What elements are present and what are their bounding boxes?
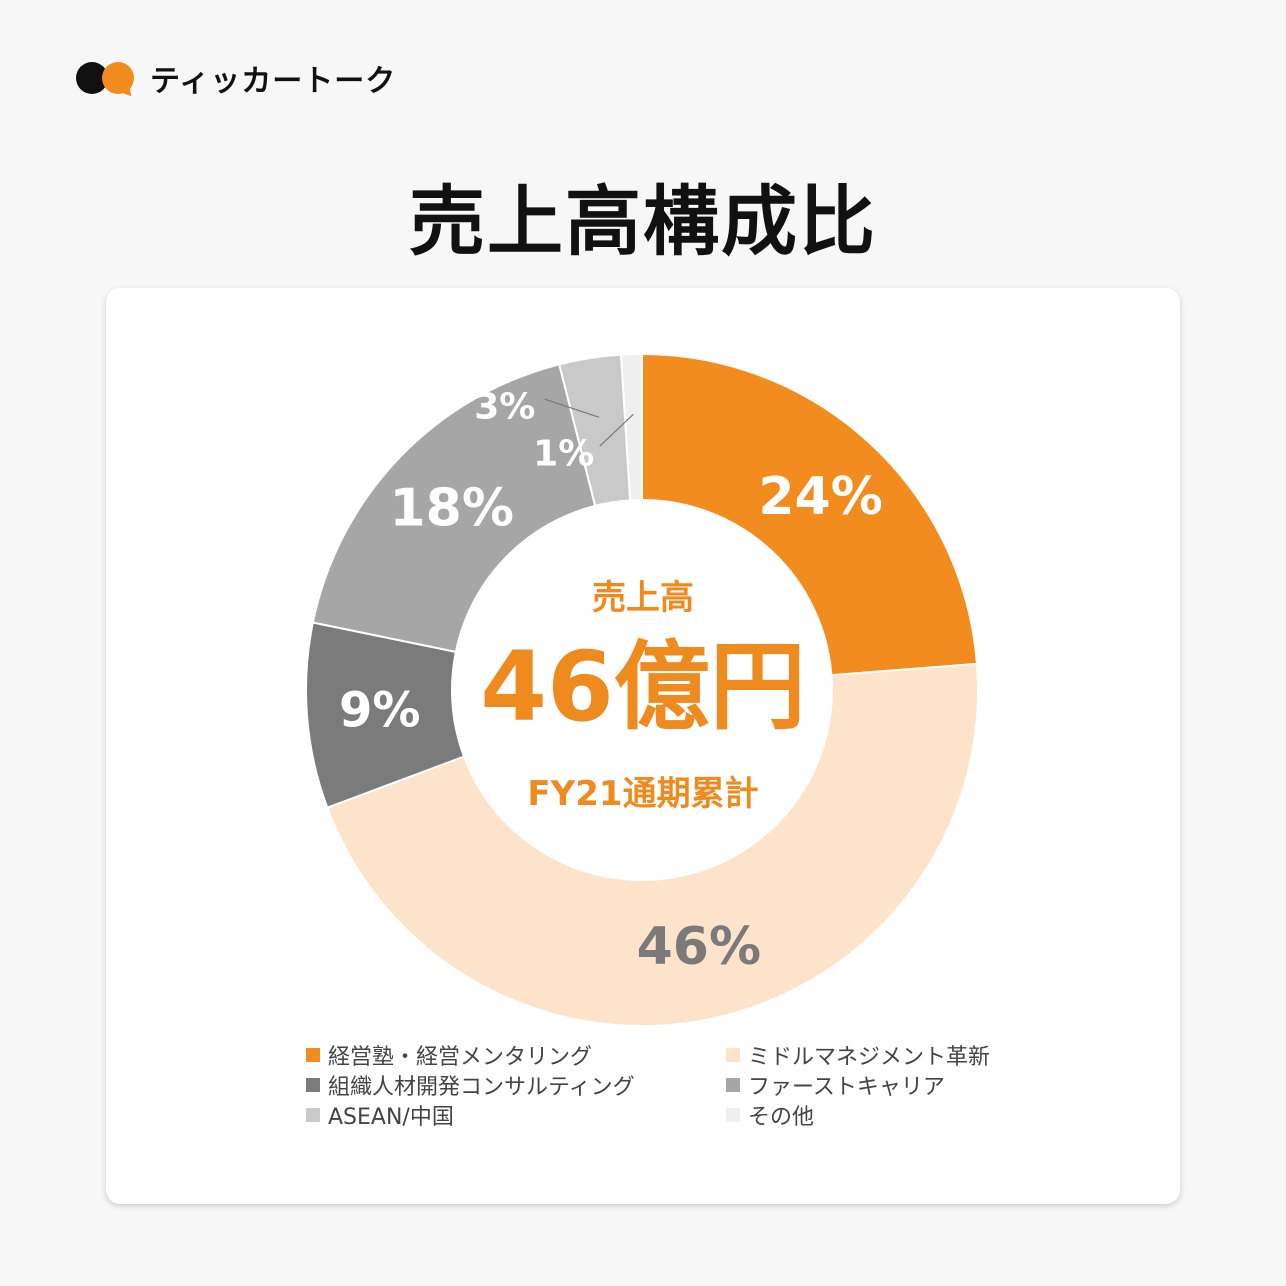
legend-label: その他 — [748, 1105, 815, 1130]
page-title: 売上高構成比 — [409, 177, 877, 266]
legend-swatch — [306, 1108, 320, 1122]
slice-label: 3% — [474, 387, 535, 428]
center-value: 46億円 — [480, 631, 806, 743]
legend-item: ミドルマネジメント革新 — [726, 1042, 1026, 1070]
legend-swatch — [726, 1108, 740, 1122]
slice-label: 18% — [390, 478, 514, 538]
donut-slice — [311, 363, 597, 654]
center-caption: 売上高 — [592, 578, 694, 618]
donut-slice — [620, 352, 643, 502]
legend-label: ASEAN/中国 — [328, 1105, 454, 1130]
legend-item: 組織人材開発コンサルティング — [306, 1072, 726, 1100]
chart-card: 24% 46% 9% 18% 3% 1% 売上高 46億円 FY21通期累計 経営塾・経営… — [106, 288, 1180, 1204]
leader-line — [544, 398, 600, 418]
brand-logo-icon — [76, 58, 137, 101]
donut-slice — [641, 352, 979, 677]
donut-slice — [325, 662, 979, 1027]
center-subcaption: FY21通期累計 — [527, 774, 759, 814]
legend-label: ファーストキャリア — [748, 1075, 945, 1100]
slice-label: 1% — [533, 434, 594, 475]
slice-label: 46% — [637, 917, 761, 977]
legend-item: ファーストキャリア — [726, 1072, 1026, 1100]
legend-item: その他 — [726, 1102, 1026, 1130]
legend-swatch — [306, 1078, 320, 1092]
legend-label: 組織人材開発コンサルティング — [328, 1075, 635, 1100]
leader-line — [599, 413, 634, 447]
chart-legend: 経営塾・経営メンタリング ミドルマネジメント革新組織人材開発コンサルティング ファー… — [306, 1042, 1026, 1130]
legend-item: ASEAN/中国 — [306, 1102, 726, 1130]
donut-slices — [305, 352, 979, 1027]
donut-chart: 24% 46% 9% 18% 3% 1% — [305, 352, 979, 1027]
legend-swatch — [726, 1048, 740, 1062]
legend-swatch — [306, 1048, 320, 1062]
slice-labels: 24% 46% 9% 18% 3% 1% — [339, 387, 883, 977]
brand: ティッカートーク — [76, 56, 397, 101]
legend-label: ミドルマネジメント革新 — [748, 1045, 991, 1070]
slice-label: 24% — [758, 467, 882, 527]
brand-name: ティッカートーク — [150, 64, 397, 99]
legend-item: 経営塾・経営メンタリング — [306, 1042, 726, 1070]
slice-label: 9% — [339, 682, 421, 738]
leader-lines — [544, 398, 634, 447]
legend-swatch — [726, 1078, 740, 1092]
legend-label: 経営塾・経営メンタリング — [328, 1045, 593, 1070]
